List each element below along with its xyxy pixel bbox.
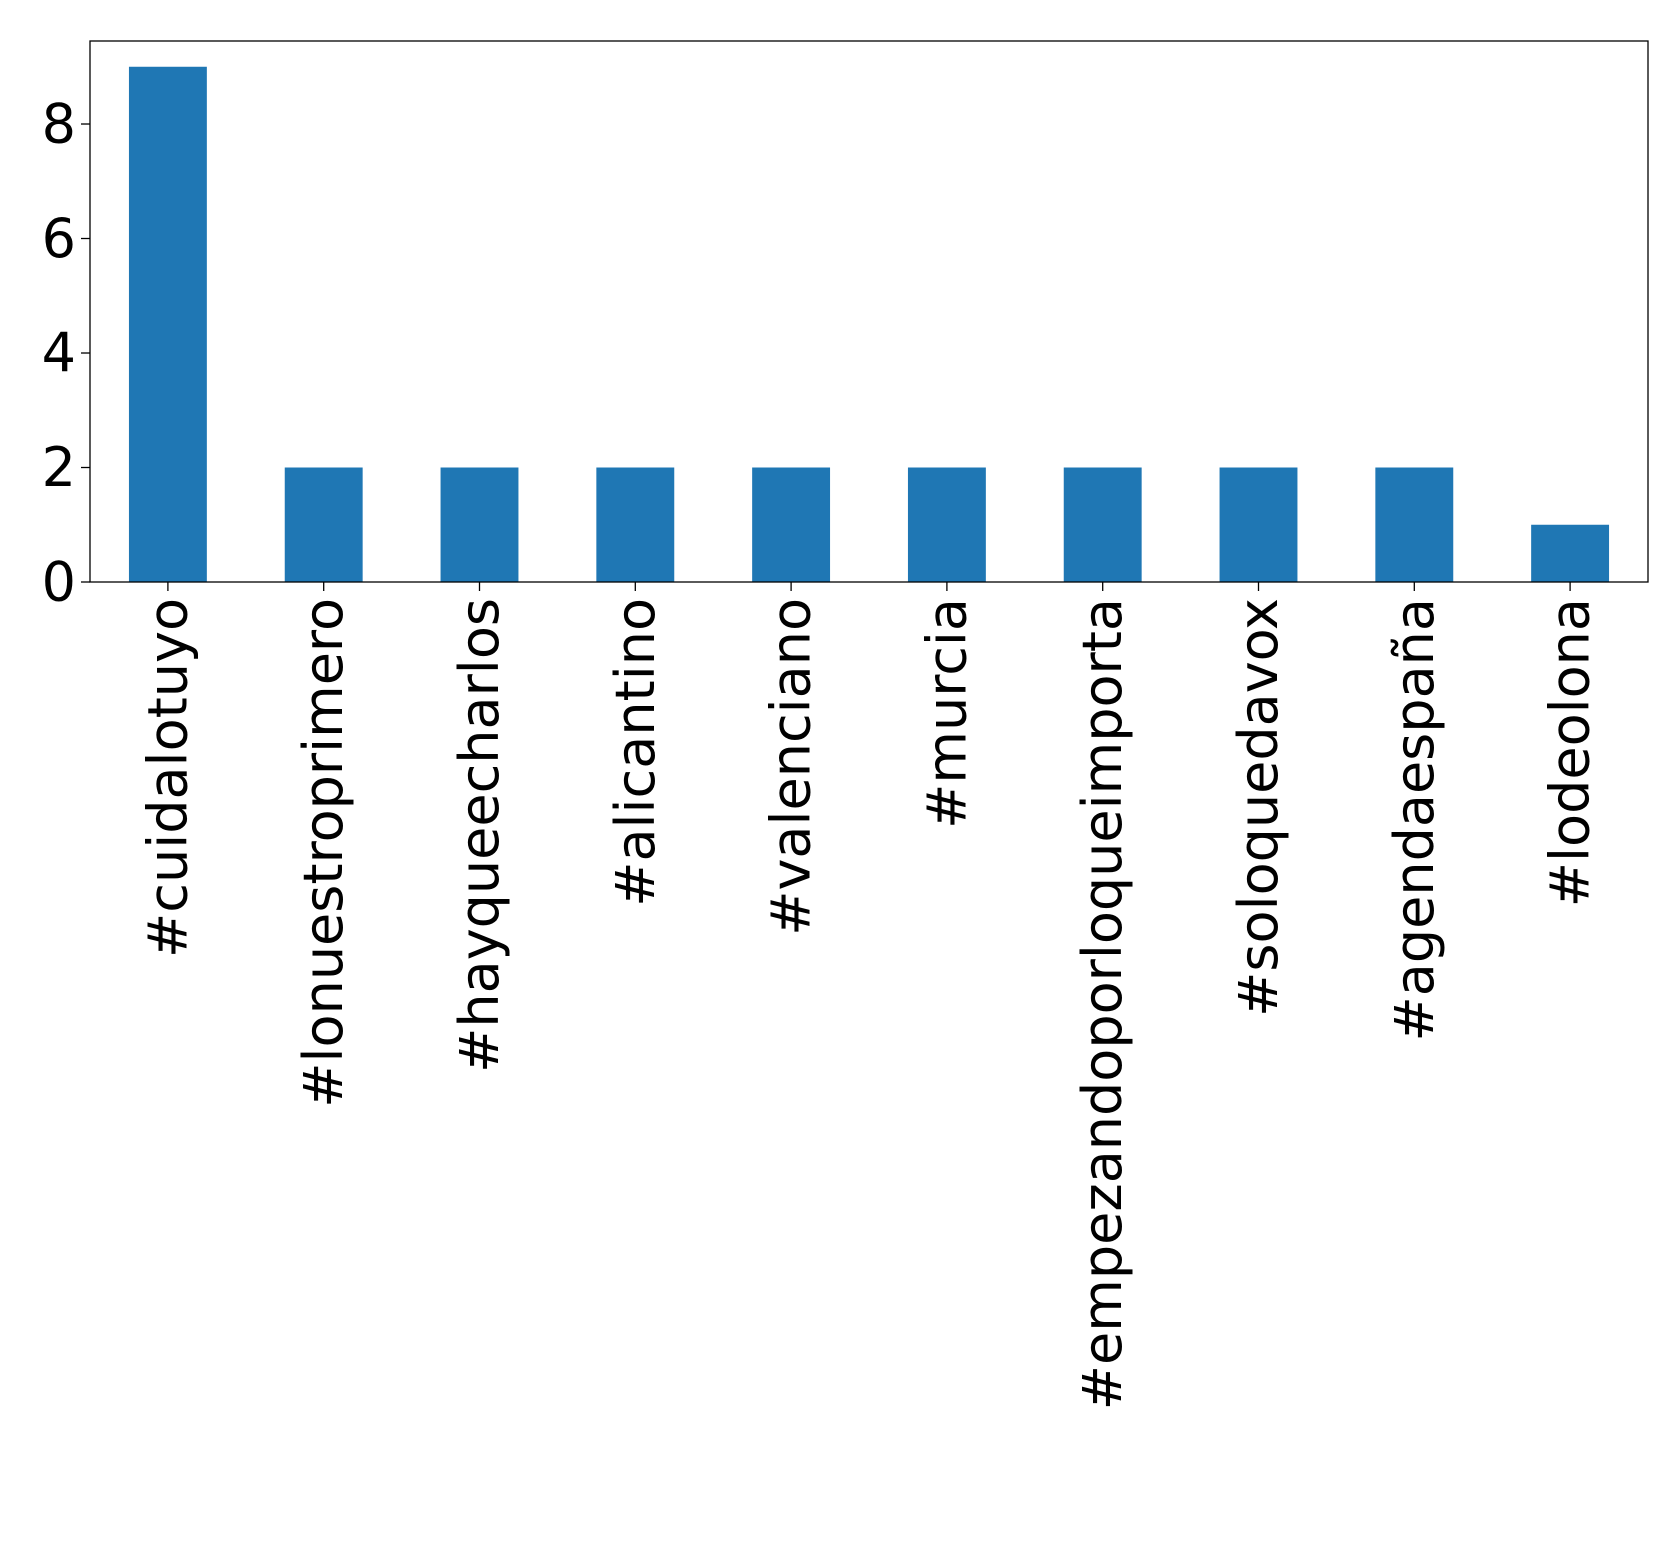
bar-8 [1375,467,1454,582]
x-tick-label: #valenciano [760,598,823,936]
bar-0 [128,66,207,582]
x-axis: #cuidalotuyo #lonuestroprimero #hayqueecha… [136,582,1602,1410]
x-tick-label: #lodeolona [1539,598,1602,907]
x-tick-label: #empezandoporloqueimporta [1071,598,1134,1410]
bar-7 [1219,467,1298,582]
bar-4 [752,467,831,582]
y-tick-label: 8 [42,93,76,156]
bar-9 [1531,524,1610,582]
y-axis: 0 2 4 6 8 [42,93,90,614]
y-tick-label: 2 [42,436,76,499]
x-tick-label: #alicantino [604,598,667,907]
bars-group [128,66,1610,582]
y-tick-label: 4 [42,322,76,385]
x-tick-label: #soloquedavox [1227,598,1290,1017]
bar-5 [907,467,986,582]
y-tick-label: 0 [42,551,76,614]
x-tick-label: #murcia [915,598,978,829]
x-tick-label: #hayqueecharlos [448,598,511,1073]
bar-3 [596,467,675,582]
y-tick-label: 6 [42,207,76,270]
bar-6 [1063,467,1142,582]
x-tick-label: #agendaespaña [1383,598,1446,1041]
bar-2 [440,467,519,582]
x-tick-label: #cuidalotuyo [136,598,199,958]
x-tick-label: #lonuestroprimero [292,598,355,1108]
plot-frame [89,40,1649,583]
bar-1 [284,467,363,582]
